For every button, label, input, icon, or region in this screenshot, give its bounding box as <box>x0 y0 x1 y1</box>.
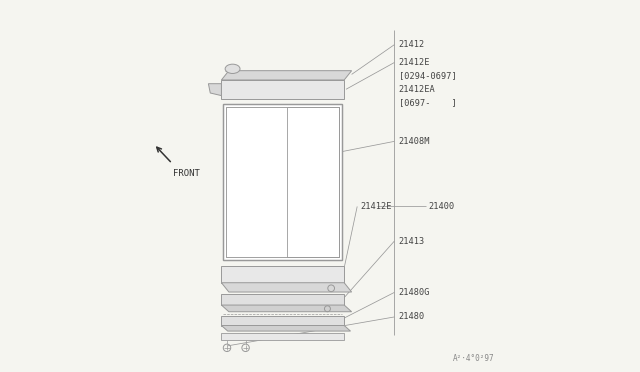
Bar <box>223 104 342 260</box>
Ellipse shape <box>225 64 240 73</box>
Text: 21413: 21413 <box>399 237 425 246</box>
Text: [0697-    ]: [0697- ] <box>399 98 456 107</box>
Bar <box>223 104 342 260</box>
Bar <box>221 294 344 305</box>
Text: 21412: 21412 <box>399 40 425 49</box>
Text: 21408M: 21408M <box>399 137 430 146</box>
Polygon shape <box>221 71 351 80</box>
Text: 21480G: 21480G <box>399 288 430 297</box>
Bar <box>227 107 339 257</box>
Bar <box>221 316 344 326</box>
Text: 21412EA: 21412EA <box>399 85 436 94</box>
Text: 21400: 21400 <box>428 202 454 211</box>
Polygon shape <box>221 283 351 292</box>
Text: 21480: 21480 <box>399 312 425 321</box>
Polygon shape <box>221 326 351 331</box>
Text: A²·4°0²97: A²·4°0²97 <box>453 354 495 363</box>
Bar <box>227 107 339 257</box>
Text: 21412E: 21412E <box>360 202 392 211</box>
Bar <box>287 107 339 257</box>
Text: FRONT: FRONT <box>173 169 200 178</box>
Text: [0294-0697]: [0294-0697] <box>399 71 456 80</box>
Polygon shape <box>209 84 221 96</box>
Bar <box>221 80 344 99</box>
Polygon shape <box>221 305 351 312</box>
Text: 21412E: 21412E <box>399 58 430 67</box>
Bar <box>221 266 344 283</box>
Bar <box>221 333 344 340</box>
Bar <box>287 107 339 257</box>
